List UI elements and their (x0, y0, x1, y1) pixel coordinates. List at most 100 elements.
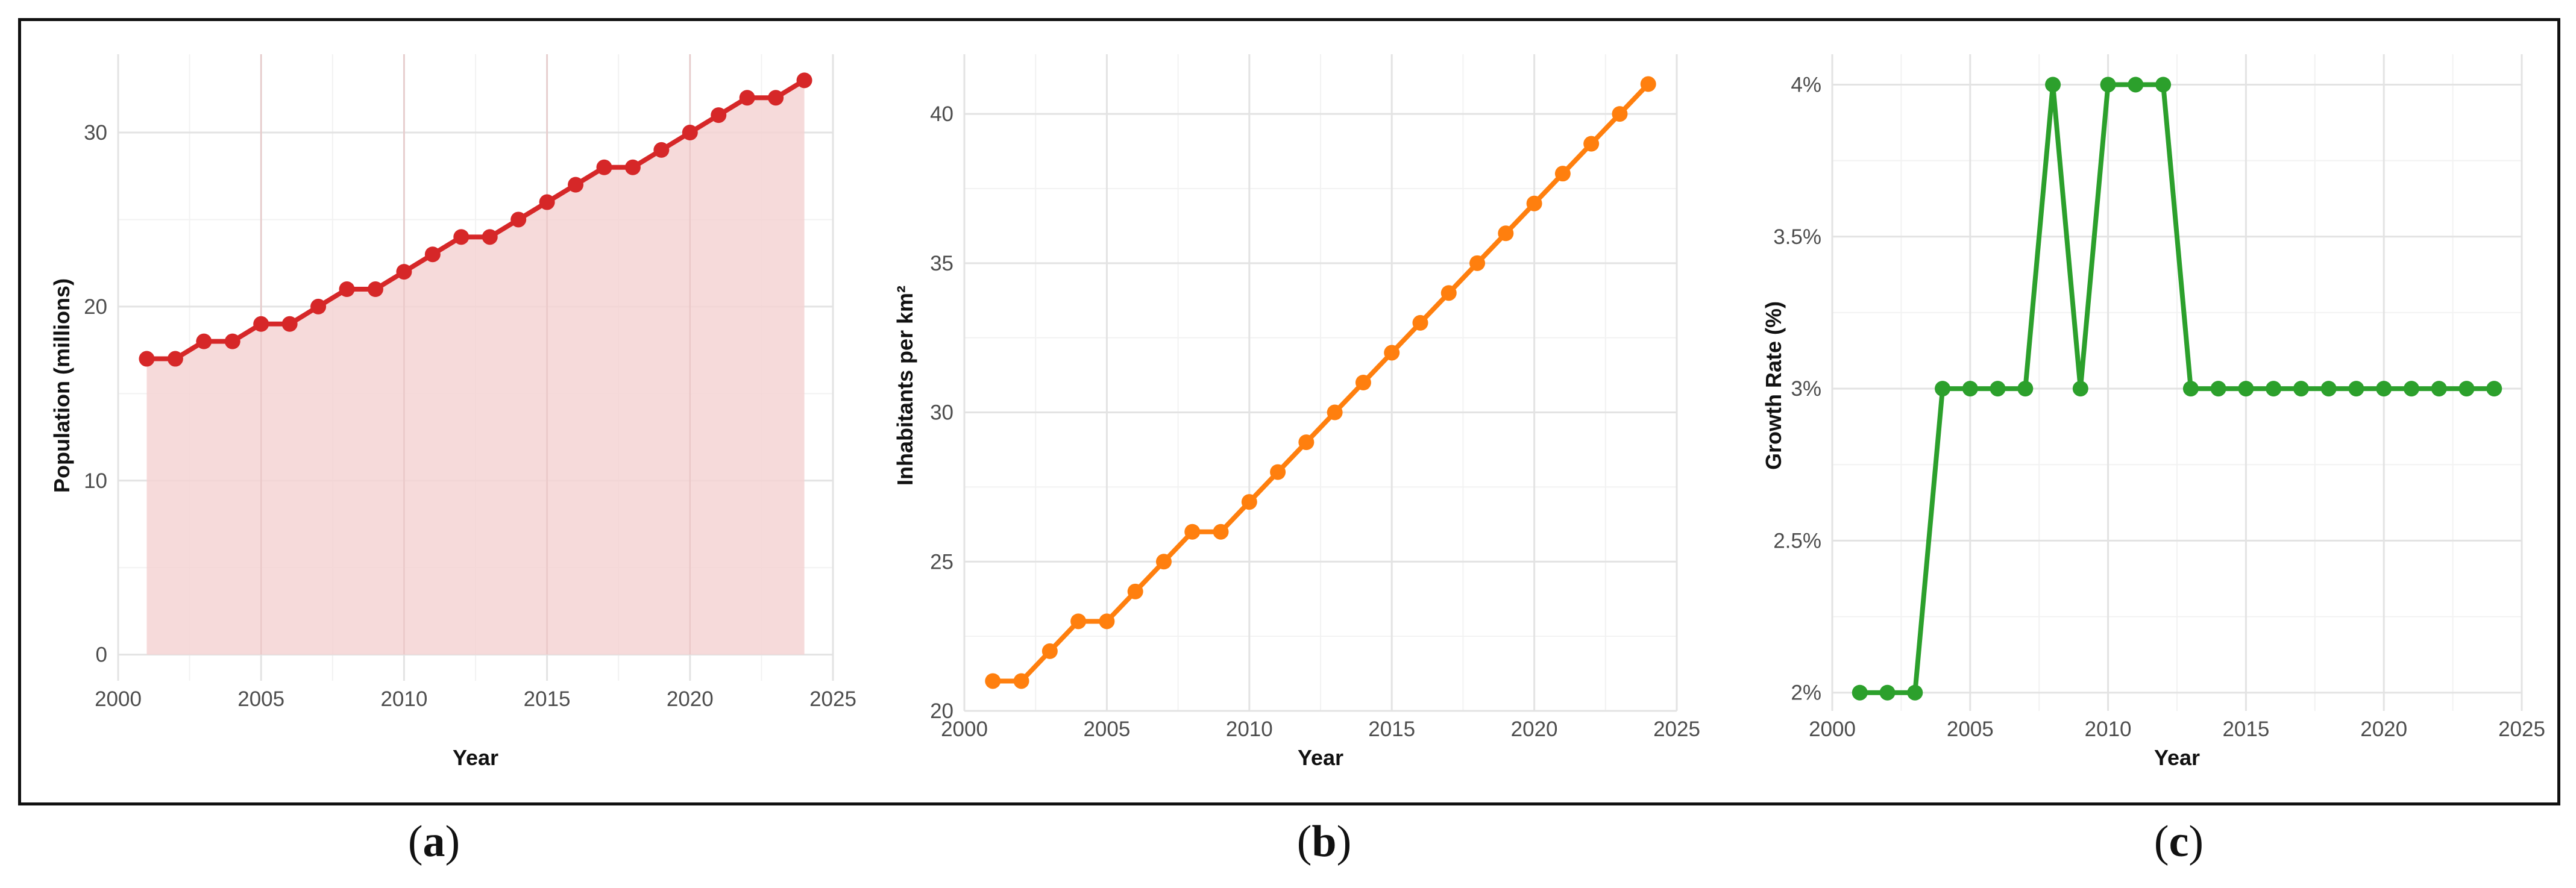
data-point-2010 (1241, 494, 1257, 510)
data-point-2021 (1554, 166, 1571, 182)
data-point-2016 (1412, 314, 1428, 331)
data-point-2011 (1270, 464, 1286, 480)
y-tick-label: 30 (930, 401, 953, 425)
x-axis-label: Year (453, 745, 498, 770)
data-point-2022 (1583, 136, 1600, 152)
caption-b: (b) (1297, 816, 1351, 868)
caption-c: (c) (2154, 816, 2204, 868)
data-point-2020 (1526, 195, 1542, 211)
caption-c-open: ( (2153, 817, 2169, 866)
x-axis-label: Year (1298, 745, 1343, 770)
data-point-2016 (568, 177, 584, 193)
data-point-2008 (339, 281, 355, 297)
data-point-2013 (482, 229, 498, 245)
data-point-2003 (1041, 643, 1058, 659)
y-tick-label: 2% (1791, 681, 1821, 705)
data-point-2021 (2403, 381, 2419, 397)
data-point-2004 (224, 333, 240, 349)
data-point-2009 (1213, 524, 1229, 540)
data-point-2006 (1990, 381, 2006, 397)
caption-a-open: ( (407, 817, 423, 866)
data-point-2023 (768, 90, 784, 106)
data-point-2020 (682, 125, 698, 140)
data-point-2018 (1469, 255, 1486, 271)
data-point-2023 (1612, 106, 1628, 122)
data-point-2024 (1640, 76, 1656, 92)
x-tick-label: 2000 (1809, 718, 1856, 741)
data-point-2022 (739, 90, 755, 106)
y-tick-label: 35 (930, 252, 953, 275)
data-point-2002 (167, 351, 183, 367)
data-point-2004 (1935, 381, 1951, 397)
x-tick-label: 2020 (1511, 718, 1558, 741)
data-point-2001 (1852, 684, 1868, 701)
data-point-2008 (1184, 524, 1201, 540)
data-point-2008 (2045, 77, 2061, 93)
caption-c-close: ) (2188, 817, 2204, 866)
data-point-2014 (510, 211, 527, 228)
data-point-2016 (2266, 381, 2282, 397)
y-tick-label: 30 (84, 121, 107, 145)
data-point-2015 (2238, 381, 2254, 397)
data-point-2007 (310, 298, 327, 314)
data-point-2001 (139, 351, 155, 367)
data-point-2007 (2017, 381, 2034, 397)
y-axis-label: Growth Rate (%) (1761, 301, 1786, 470)
data-point-2011 (424, 246, 441, 263)
x-tick-label: 2000 (95, 687, 142, 711)
data-point-2001 (985, 673, 1001, 689)
data-point-2013 (1327, 404, 1343, 421)
x-tick-label: 2000 (941, 718, 988, 741)
x-tick-label: 2020 (667, 687, 714, 711)
y-tick-label: 4% (1791, 73, 1821, 96)
data-point-2014 (1355, 375, 1371, 390)
y-tick-label: 20 (930, 699, 953, 723)
y-tick-label: 10 (84, 469, 107, 493)
y-tick-label: 3.5% (1773, 225, 1821, 249)
x-tick-label: 2025 (1653, 718, 1700, 741)
x-tick-label: 2005 (1947, 718, 1994, 741)
x-tick-label: 2015 (524, 687, 571, 711)
data-point-2012 (453, 229, 470, 245)
y-tick-label: 25 (930, 550, 953, 574)
data-point-2019 (653, 142, 670, 158)
data-point-2013 (2182, 381, 2199, 397)
data-point-2017 (2293, 381, 2309, 397)
data-point-2023 (2458, 381, 2475, 397)
data-point-2010 (396, 264, 412, 280)
data-point-2024 (796, 72, 812, 89)
data-point-2022 (2431, 381, 2447, 397)
y-tick-label: 20 (84, 295, 107, 319)
y-tick-label: 40 (930, 102, 953, 126)
caption-a: (a) (408, 816, 460, 868)
y-axis-label: Population (millions) (49, 278, 74, 493)
data-point-2007 (1155, 554, 1172, 570)
y-tick-label: 0 (96, 643, 107, 667)
data-point-2024 (2486, 381, 2502, 397)
x-tick-label: 2025 (2498, 718, 2545, 741)
y-tick-label: 3% (1791, 377, 1821, 401)
x-tick-label: 2010 (2085, 718, 2132, 741)
area-fill (146, 80, 805, 655)
x-tick-label: 2025 (809, 687, 856, 711)
y-tick-label: 2.5% (1773, 529, 1821, 552)
data-point-2012 (1298, 434, 1315, 451)
caption-b-close: ) (1336, 817, 1352, 866)
data-point-2003 (196, 333, 212, 349)
x-axis-label: Year (2154, 745, 2200, 770)
figure-frame (18, 18, 2560, 805)
data-point-2019 (2348, 381, 2364, 397)
data-point-2002 (1013, 673, 1029, 689)
data-point-2012 (2155, 77, 2172, 93)
data-point-2017 (596, 159, 612, 175)
chart-panel-b: 2000 2005 2010 2015 2020 20252025303540YearIn… (893, 54, 1700, 770)
chart-panel-c: 2000 2005 2010 2015 2020 2025 2% 2.5% 3% 3.5% 4% Ye… (1761, 54, 2545, 770)
caption-c-letter: c (2169, 817, 2189, 866)
data-point-2011 (2128, 77, 2144, 93)
x-tick-label: 2020 (2360, 718, 2407, 741)
data-point-2018 (2320, 381, 2337, 397)
data-point-2009 (2072, 381, 2088, 397)
y-axis-label: Inhabitants per km² (893, 286, 917, 486)
data-point-2019 (1498, 225, 1514, 242)
